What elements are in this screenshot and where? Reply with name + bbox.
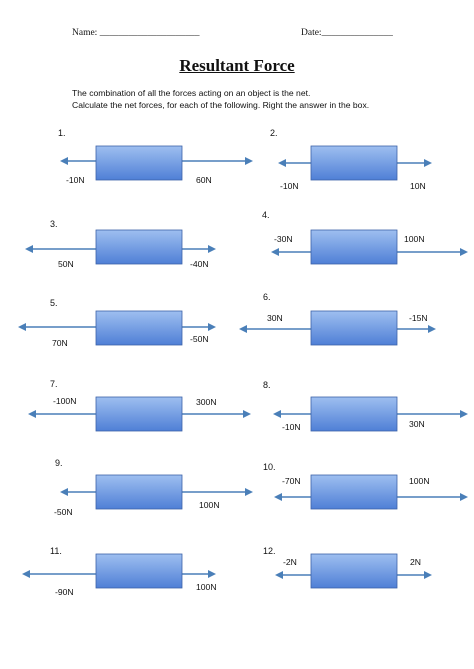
problem-4-right-force: 100N <box>404 234 425 244</box>
problem-11-left-arrowhead <box>22 570 30 578</box>
problem-5-right-arrowhead <box>208 323 216 331</box>
problem-10-object-box <box>310 474 398 510</box>
problem-7-right-arrowhead <box>243 410 251 418</box>
problem-7-object-box <box>95 396 183 432</box>
problem-1-left-arrowhead <box>60 157 68 165</box>
problem-8-right-force: 30N <box>409 419 425 429</box>
problem-8-left-arrowhead <box>273 410 281 418</box>
problem-8-object-box <box>310 396 398 432</box>
problem-3-left-arrowhead <box>25 245 33 253</box>
problem-5-right-force: -50N <box>190 334 209 344</box>
problem-2-left-force: -10N <box>280 181 299 191</box>
problem-3-right-arrowhead <box>208 245 216 253</box>
problem-8-number: 8. <box>263 380 271 390</box>
problem-11-object-box <box>95 553 183 589</box>
problem-6-left-force: 30N <box>267 313 283 323</box>
problem-4-left-force: -30N <box>274 234 293 244</box>
problem-5-number: 5. <box>50 298 58 308</box>
problem-7-left-arrowhead <box>28 410 36 418</box>
problem-10-right-force: 100N <box>409 476 430 486</box>
problem-12-right-force: 2N <box>410 557 421 567</box>
instruction-line-1: The combination of all the forces acting… <box>72 88 311 98</box>
problem-4-number: 4. <box>262 210 270 220</box>
problem-2-right-arrowhead <box>424 159 432 167</box>
problem-9-left-arrowhead <box>60 488 68 496</box>
problem-1-object-box <box>95 145 183 181</box>
problem-7-right-force: 300N <box>196 397 217 407</box>
problem-1-left-force: -10N <box>66 175 85 185</box>
problem-12-number: 12. <box>263 546 276 556</box>
problem-6-number: 6. <box>263 292 271 302</box>
problem-12-right-arrowhead <box>424 571 432 579</box>
problem-10-left-force: -70N <box>282 476 301 486</box>
problem-3-left-force: 50N <box>58 259 74 269</box>
problem-7-number: 7. <box>50 379 58 389</box>
problem-3-number: 3. <box>50 219 58 229</box>
problem-10-right-arrowhead <box>460 493 468 501</box>
problem-9-object-box <box>95 474 183 510</box>
problem-8-left-force: -10N <box>282 422 301 432</box>
problem-5-left-force: 70N <box>52 338 68 348</box>
problem-7-left-force: -100N <box>53 396 77 406</box>
date-field-label: Date:_______________ <box>301 28 393 38</box>
problem-6-right-arrowhead <box>428 325 436 333</box>
problem-6-right-force: -15N <box>409 313 428 323</box>
problem-5-left-arrowhead <box>18 323 26 331</box>
problem-8-right-arrowhead <box>460 410 468 418</box>
problem-11-number: 11. <box>50 546 62 556</box>
problem-3-object-box <box>95 229 183 265</box>
problem-10-number: 10. <box>263 462 276 472</box>
name-field-label: Name: _____________________ <box>72 28 200 38</box>
problem-1-right-arrowhead <box>245 157 253 165</box>
boxes-layer <box>95 145 398 589</box>
problem-1-number: 1. <box>58 128 66 138</box>
problem-2-right-force: 10N <box>410 181 426 191</box>
problem-4-object-box <box>310 229 398 265</box>
problem-2-object-box <box>310 145 398 181</box>
problem-5-object-box <box>95 310 183 346</box>
problem-9-right-arrowhead <box>245 488 253 496</box>
problem-6-object-box <box>310 310 398 346</box>
problem-4-right-arrowhead <box>460 248 468 256</box>
problem-3-right-force: -40N <box>190 259 209 269</box>
problem-9-number: 9. <box>55 458 63 468</box>
problem-2-number: 2. <box>270 128 278 138</box>
problem-6-left-arrowhead <box>239 325 247 333</box>
arrows-layer <box>18 157 468 579</box>
problem-9-right-force: 100N <box>199 500 220 510</box>
problem-11-right-arrowhead <box>208 570 216 578</box>
instruction-line-2: Calculate the net forces, for each of th… <box>72 99 370 110</box>
problem-9-left-force: -50N <box>54 507 73 517</box>
problem-1-right-force: 60N <box>196 175 212 185</box>
problem-11-left-force: -90N <box>55 587 74 597</box>
instructions: The combination of all the forces acting… <box>72 88 369 111</box>
problem-4-left-arrowhead <box>271 248 279 256</box>
problem-12-object-box <box>310 553 398 589</box>
problem-12-left-arrowhead <box>275 571 283 579</box>
problem-12-left-force: -2N <box>283 557 297 567</box>
problem-2-left-arrowhead <box>278 159 286 167</box>
problem-10-left-arrowhead <box>274 493 282 501</box>
problem-11-right-force: 100N <box>196 582 217 592</box>
page-title: Resultant Force <box>179 56 295 75</box>
